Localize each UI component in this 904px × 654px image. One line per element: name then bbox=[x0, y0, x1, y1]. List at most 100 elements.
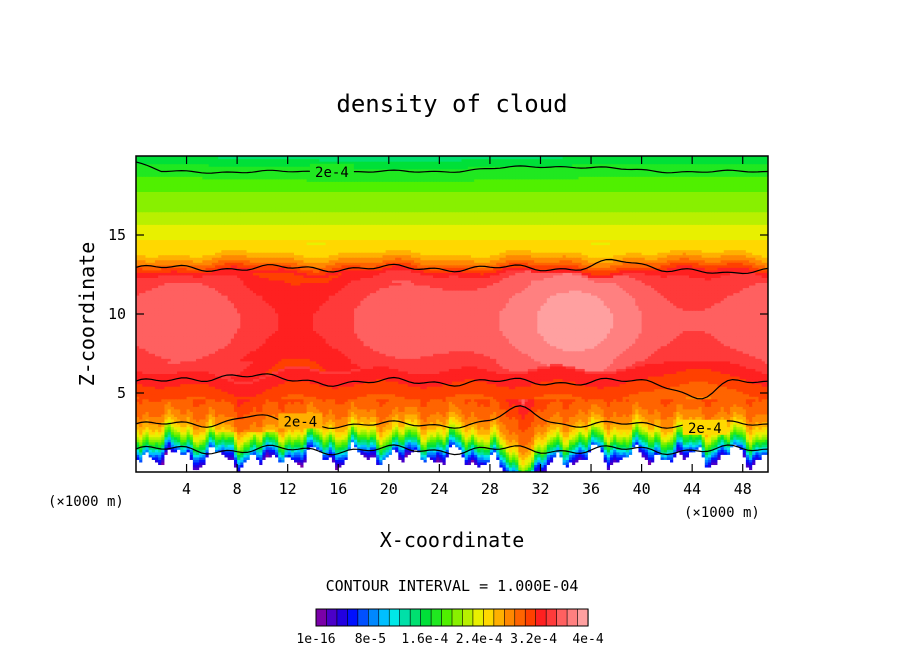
cell-2405 bbox=[151, 439, 156, 443]
cell-339 bbox=[575, 466, 579, 471]
cell-3496 bbox=[439, 426, 444, 430]
cell-2617 bbox=[189, 436, 194, 440]
cell-2689 bbox=[417, 436, 421, 440]
cell-2445 bbox=[278, 439, 282, 443]
cell-954 bbox=[622, 459, 627, 463]
cell-208 bbox=[161, 466, 166, 471]
cell-1359 bbox=[638, 454, 643, 458]
cell-1250 bbox=[294, 454, 298, 458]
cell-1561 bbox=[644, 451, 649, 455]
cell-2699 bbox=[448, 436, 453, 440]
cell-1186 bbox=[723, 456, 728, 460]
cell-1329 bbox=[543, 454, 548, 458]
cell-3107 bbox=[474, 431, 478, 435]
cell-2054 bbox=[306, 444, 311, 448]
cell-2685 bbox=[404, 436, 409, 440]
cell-2069 bbox=[354, 444, 358, 448]
cell-3292 bbox=[426, 429, 431, 433]
cell-2748 bbox=[603, 436, 608, 440]
cell-2517 bbox=[505, 439, 510, 443]
cell-613 bbox=[177, 461, 181, 466]
cell-541 bbox=[581, 464, 586, 468]
cell-1873 bbox=[366, 446, 371, 450]
cell-976 bbox=[692, 459, 696, 463]
cell-348 bbox=[603, 466, 608, 471]
cell-908 bbox=[477, 459, 482, 463]
cell-2464 bbox=[338, 439, 342, 443]
cell-3210 bbox=[167, 429, 172, 433]
cell-1737 bbox=[568, 449, 573, 453]
cell-2832 bbox=[237, 434, 241, 438]
cell-2134 bbox=[559, 444, 564, 448]
cell-3243 bbox=[271, 429, 276, 433]
cell-1430 bbox=[230, 451, 235, 455]
cell-2360 bbox=[641, 441, 646, 445]
cell-2331 bbox=[549, 441, 554, 445]
cell-2424 bbox=[211, 439, 216, 443]
cell-485 bbox=[404, 464, 409, 468]
cell-2623 bbox=[208, 436, 213, 440]
cell-801 bbox=[139, 459, 143, 463]
cell-3063 bbox=[335, 431, 339, 435]
cell-3016 bbox=[186, 431, 191, 435]
cell-2227 bbox=[221, 441, 226, 445]
cell-2493 bbox=[429, 439, 434, 443]
cell-1886 bbox=[407, 446, 412, 450]
cell-1603 bbox=[145, 449, 150, 453]
cell-633 bbox=[240, 461, 245, 466]
cell-2137 bbox=[568, 444, 573, 448]
cell-1317 bbox=[505, 454, 510, 458]
cell-2888 bbox=[414, 434, 418, 438]
cell-797 bbox=[758, 461, 763, 466]
cell-2214 bbox=[180, 441, 184, 445]
cell-2114 bbox=[496, 444, 500, 448]
cell-597 bbox=[758, 464, 763, 468]
cell-2497 bbox=[442, 439, 447, 443]
cell-2507 bbox=[474, 439, 478, 443]
cell-1262 bbox=[331, 454, 336, 458]
cell-1887 bbox=[410, 446, 415, 450]
cell-1118 bbox=[508, 456, 513, 460]
cell-1753 bbox=[619, 449, 624, 453]
cell-2805 bbox=[151, 434, 156, 438]
cell-1077 bbox=[379, 456, 384, 460]
cell-368 bbox=[666, 466, 671, 471]
cell-224 bbox=[211, 466, 216, 471]
cell-3236 bbox=[249, 429, 254, 433]
cell-1149 bbox=[606, 456, 611, 460]
cell-1199 bbox=[764, 456, 768, 460]
cell-147 bbox=[600, 469, 605, 472]
cell-811 bbox=[170, 459, 175, 463]
cell-1319 bbox=[512, 454, 516, 458]
cell-1511 bbox=[486, 451, 491, 455]
cell-968 bbox=[666, 459, 671, 463]
cell-2476 bbox=[376, 439, 380, 443]
cell-3211 bbox=[170, 429, 175, 433]
cell-3070 bbox=[357, 431, 361, 435]
cell-1626 bbox=[218, 449, 222, 453]
cell-1899 bbox=[448, 446, 453, 450]
cell-1449 bbox=[290, 451, 295, 455]
cell-718 bbox=[508, 461, 513, 466]
cell-419 bbox=[196, 464, 200, 468]
cell-3006 bbox=[154, 431, 159, 435]
cell-3154 bbox=[622, 431, 627, 435]
cell-996 bbox=[755, 459, 760, 463]
cell-3465 bbox=[341, 426, 346, 430]
cell-2653 bbox=[303, 436, 308, 440]
cell-1357 bbox=[632, 454, 636, 458]
cell-439 bbox=[259, 464, 263, 468]
cell-1221 bbox=[202, 454, 207, 458]
cell-983 bbox=[714, 459, 719, 463]
cell-2416 bbox=[186, 439, 191, 443]
cell-1930 bbox=[546, 446, 551, 450]
cell-2162 bbox=[647, 444, 652, 448]
cell-1233 bbox=[240, 454, 245, 458]
cell-3320 bbox=[515, 429, 519, 433]
cell-2303 bbox=[461, 441, 466, 445]
cell-353 bbox=[619, 466, 624, 471]
cell-23 bbox=[208, 469, 213, 472]
cell-712 bbox=[489, 461, 494, 466]
cell-2423 bbox=[208, 439, 213, 443]
cell-1457 bbox=[316, 451, 320, 455]
